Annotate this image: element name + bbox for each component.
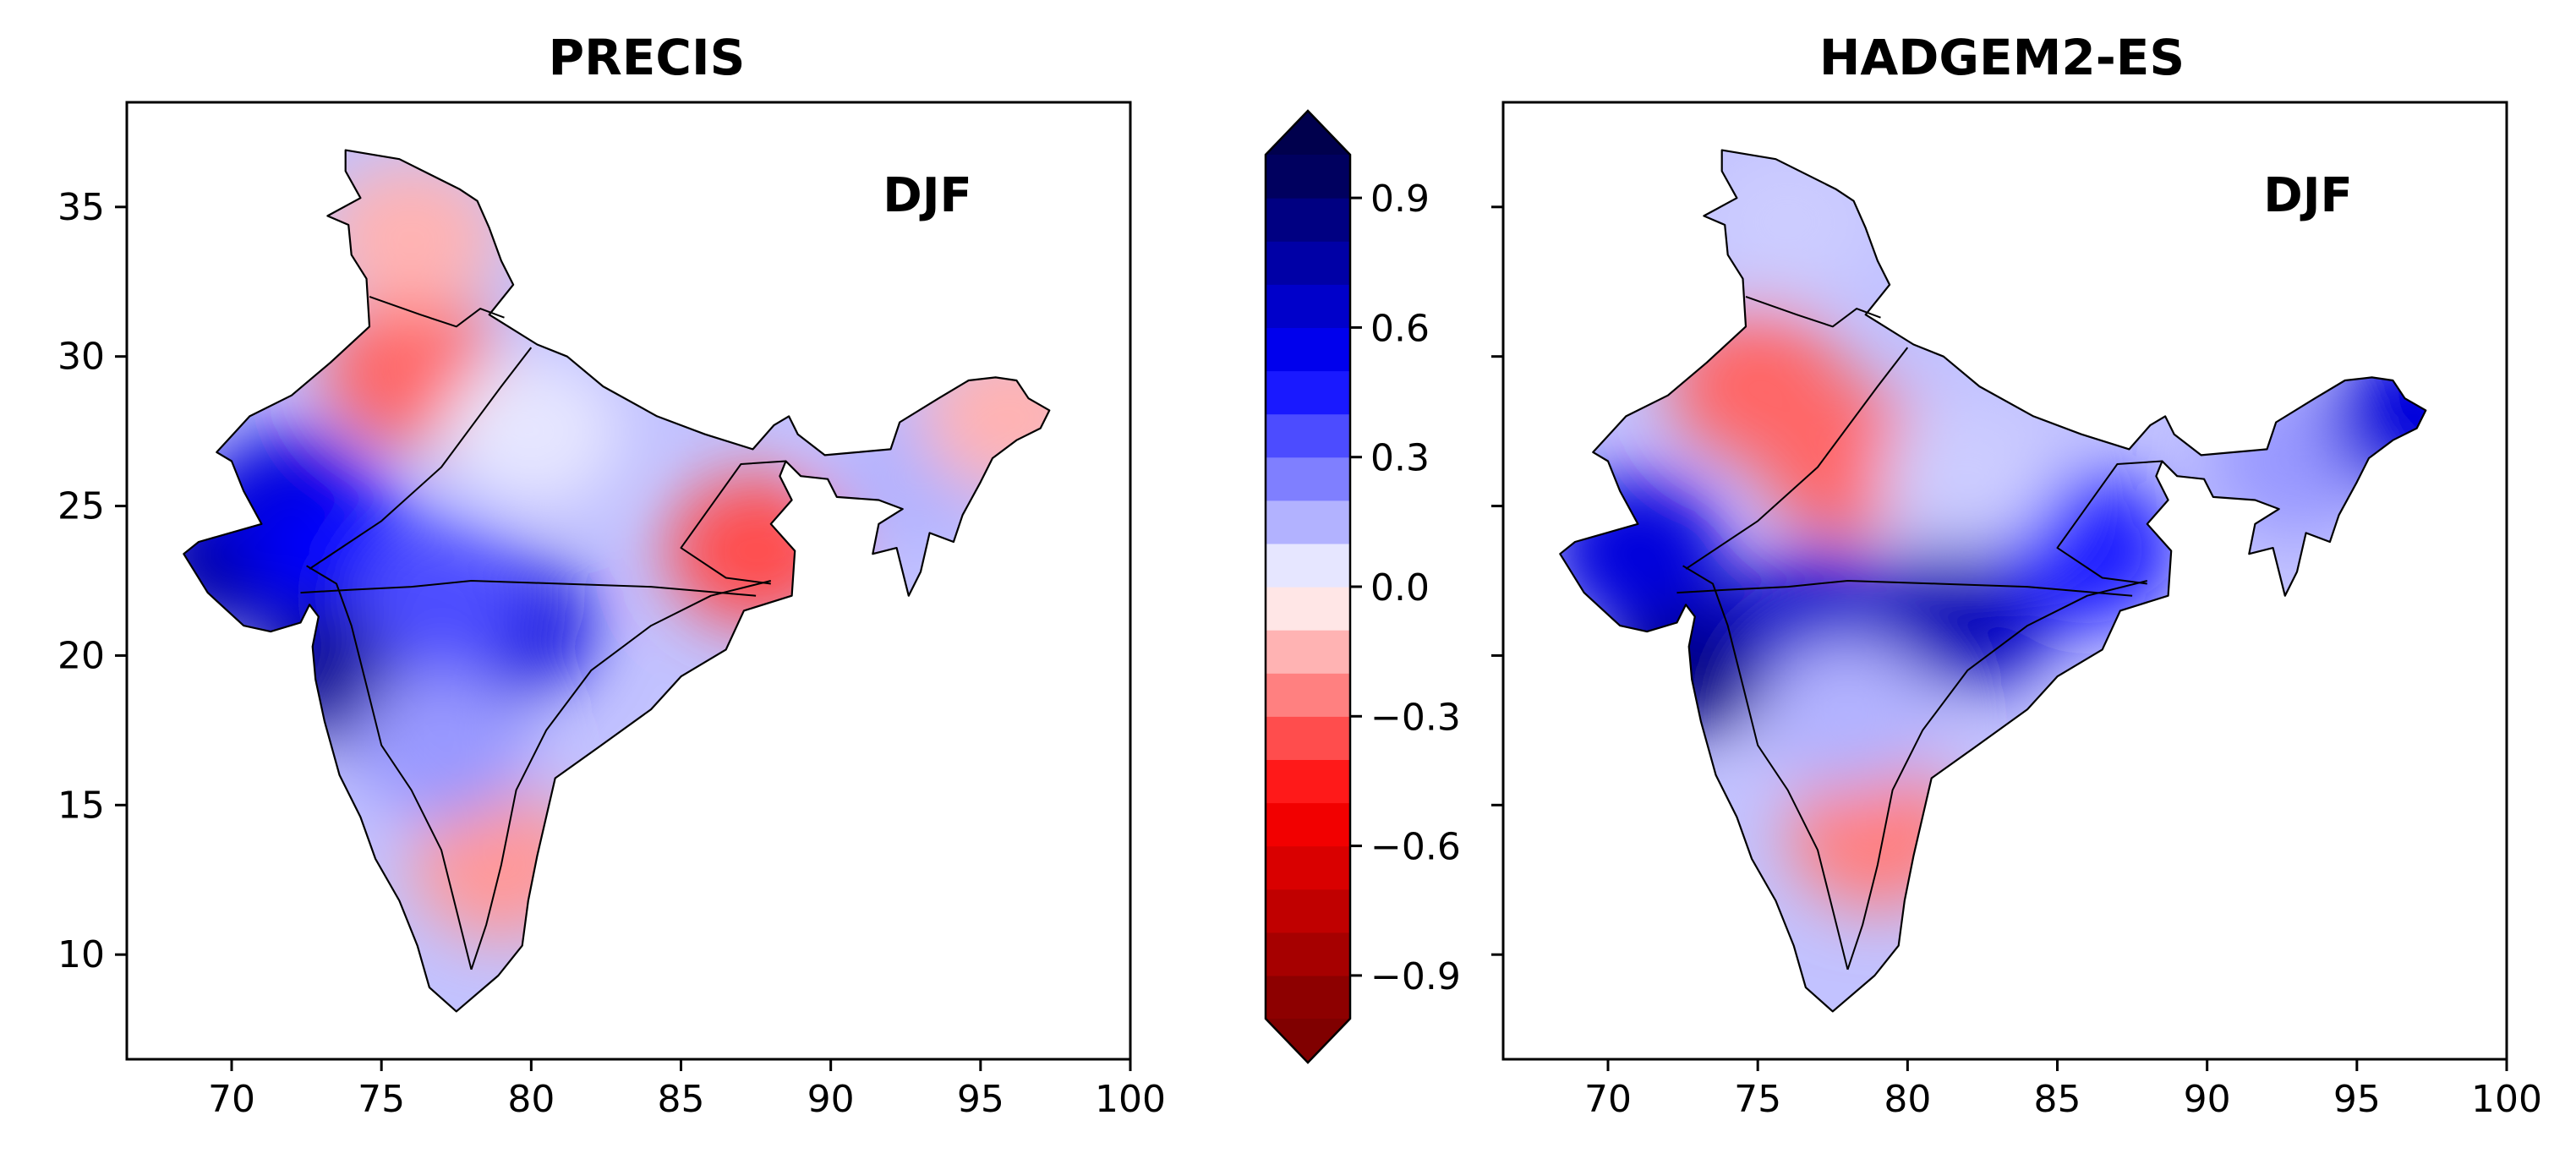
colorbar-level: [1266, 759, 1350, 804]
x-tick-label: 80: [1884, 1078, 1931, 1121]
region-boundary: [309, 347, 533, 570]
colorbar-outline: [1264, 109, 1352, 1064]
panel-title: HADGEM2-ES: [1819, 29, 2185, 86]
x-tick-label: 95: [957, 1078, 1004, 1121]
colorbar-level: [1266, 587, 1350, 631]
colorbar-level: [1266, 327, 1350, 372]
x-tick-label: 95: [2333, 1078, 2381, 1121]
india-border: [1559, 149, 2427, 1013]
region-boundary: [300, 580, 757, 597]
x-tick-label: 100: [1095, 1078, 1166, 1121]
field-cell: [2327, 340, 2426, 493]
colorbar-level: [1266, 500, 1350, 544]
y-tick-label: 30: [57, 336, 105, 379]
colorbar-level: [1266, 413, 1350, 458]
field-cell: [353, 519, 531, 672]
axis-ticks: 70 75 80 85 90 95 100 35 30 25 20 15 10: [57, 186, 1166, 1121]
colorbar-tick-label: 0.6: [1370, 307, 1430, 350]
field-cell: [1698, 150, 1877, 298]
x-tick-label: 100: [2471, 1078, 2542, 1121]
y-tick-label: 15: [57, 784, 105, 827]
country-outline: [1559, 149, 2427, 1013]
field-cell: [1560, 474, 1727, 627]
colorbar-level: [1266, 630, 1350, 674]
colorbar: 0.9 0.6 0.3 0.0 −0.3 −0.6 −0.9: [1264, 109, 1461, 1064]
colorbar-level: [1266, 543, 1350, 588]
colorbar-level: [1266, 673, 1350, 717]
panel-hadgem2-es: HADGEM2-ES DJF 70 75 80 85 90 95 100: [1491, 29, 2542, 1121]
x-tick-label: 70: [208, 1078, 255, 1121]
x-tick-label: 80: [507, 1078, 555, 1121]
colorbar-tick-label: −0.6: [1370, 826, 1461, 869]
y-tick-label: 25: [57, 485, 105, 528]
x-tick-label: 75: [1734, 1078, 1781, 1121]
y-tick-label: 35: [57, 186, 105, 229]
colorbar-level: [1266, 845, 1350, 890]
field-cell: [322, 161, 500, 314]
colorbar-level: [1266, 370, 1350, 415]
colorbar-level: [1266, 241, 1350, 285]
colorbar-tick-label: −0.3: [1370, 696, 1461, 739]
field-cell: [1758, 639, 1937, 792]
colorbar-level: [1266, 802, 1350, 847]
colorbar-tick-label: 0.3: [1370, 437, 1430, 480]
field-cell: [442, 355, 621, 508]
region-boundary: [369, 295, 505, 328]
x-tick-label: 90: [807, 1078, 855, 1121]
colorbar-level: [1266, 198, 1350, 242]
region-boundary: [1682, 565, 1849, 970]
colorbar-level: [1266, 284, 1350, 328]
y-tick-label: 10: [57, 933, 105, 976]
colorbar-level: [1266, 457, 1350, 501]
season-label: DJF: [883, 168, 972, 223]
colorbar-extend-low: [1266, 1019, 1350, 1063]
season-label: DJF: [2263, 168, 2353, 223]
panel-title: PRECIS: [549, 29, 746, 86]
y-tick-label: 20: [57, 634, 105, 677]
map-frame: [1501, 101, 2508, 1061]
colorbar-level: [1266, 888, 1350, 933]
anomaly-field: [183, 150, 1050, 1012]
colorbar-level: [1266, 975, 1350, 1020]
region-boundary: [1685, 347, 1909, 570]
x-tick-label: 90: [2184, 1078, 2231, 1121]
colorbar-level: [1266, 932, 1350, 976]
panel-precis: PRECIS DJF 70 75 80 85 90 95 100 35 30 25 20 15 10: [57, 29, 1166, 1121]
country-outline: [183, 149, 1051, 1013]
region-boundary: [1676, 580, 2133, 597]
field-cell: [1879, 400, 2057, 553]
region-boundary: [2056, 460, 2163, 585]
region-boundary: [470, 580, 772, 970]
region-boundary: [306, 565, 473, 970]
field-cell: [922, 340, 1050, 493]
x-tick-label: 85: [658, 1078, 705, 1121]
colorbar-tick-label: 0.0: [1370, 566, 1430, 610]
colorbar-level: [1266, 716, 1350, 760]
x-tick-label: 75: [358, 1078, 405, 1121]
region-boundary: [1745, 295, 1881, 328]
x-tick-label: 85: [2034, 1078, 2081, 1121]
field-cell: [353, 669, 531, 822]
region-boundary: [680, 460, 786, 585]
colorbar-tick-label: 0.9: [1370, 178, 1430, 221]
region-boundary: [1846, 580, 2148, 970]
india-border: [183, 149, 1051, 1013]
map-frame: [125, 101, 1132, 1061]
colorbar-tick-label: −0.9: [1370, 955, 1461, 998]
axis-ticks: 70 75 80 85 90 95 100: [1491, 205, 2542, 1121]
colorbar-level: [1266, 155, 1350, 199]
x-tick-label: 70: [1584, 1078, 1632, 1121]
colorbar-extend-high: [1266, 111, 1350, 155]
anomaly-field: [1560, 150, 2426, 1012]
